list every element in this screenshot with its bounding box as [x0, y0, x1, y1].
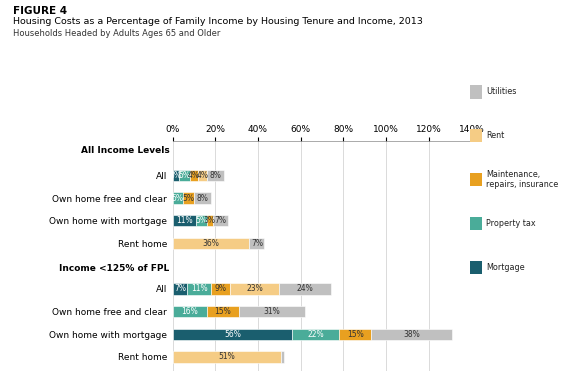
Bar [279, 283, 331, 295]
Text: 3%: 3% [170, 171, 182, 180]
Text: 11%: 11% [191, 284, 208, 293]
Text: 31%: 31% [263, 307, 280, 316]
Text: All Income Levels: All Income Levels [81, 146, 170, 155]
Bar [172, 193, 183, 204]
Text: Mortgage: Mortgage [486, 263, 524, 272]
Bar [206, 215, 213, 227]
Bar [172, 306, 206, 317]
Text: Households Headed by Adults Ages 65 and Older: Households Headed by Adults Ages 65 and … [13, 29, 220, 38]
Bar [179, 170, 190, 181]
Text: 7%: 7% [214, 216, 227, 225]
Bar [172, 215, 196, 227]
Text: Utilities: Utilities [486, 87, 516, 96]
Text: 23%: 23% [246, 284, 263, 293]
Text: 36%: 36% [202, 239, 220, 248]
Text: 7%: 7% [251, 239, 263, 248]
Bar [172, 283, 187, 295]
Text: FIGURE 4: FIGURE 4 [13, 6, 67, 16]
Bar [190, 170, 198, 181]
Text: 5%: 5% [178, 171, 190, 180]
Bar [172, 351, 281, 363]
Text: 4%: 4% [197, 171, 208, 180]
Bar [281, 351, 283, 363]
Text: 3%: 3% [204, 216, 216, 225]
Text: 9%: 9% [214, 284, 227, 293]
Text: 16%: 16% [181, 307, 198, 316]
Bar [206, 170, 224, 181]
Text: 7%: 7% [174, 284, 186, 293]
Text: 56%: 56% [224, 330, 241, 339]
Bar [198, 170, 206, 181]
Bar [211, 283, 230, 295]
Bar [172, 329, 292, 340]
Bar [371, 329, 453, 340]
Bar [339, 329, 371, 340]
Bar [196, 215, 206, 227]
Text: 15%: 15% [214, 307, 231, 316]
Bar [250, 238, 264, 249]
Bar [230, 283, 279, 295]
Bar [213, 215, 228, 227]
Text: 8%: 8% [209, 171, 221, 180]
Bar [187, 283, 211, 295]
Text: 51%: 51% [218, 353, 235, 361]
Bar [172, 170, 179, 181]
Bar [292, 329, 339, 340]
Text: Income <125% of FPL: Income <125% of FPL [59, 264, 170, 273]
Text: 22%: 22% [307, 330, 324, 339]
Text: 5%: 5% [196, 216, 208, 225]
Text: 11%: 11% [176, 216, 193, 225]
Bar [194, 193, 211, 204]
Bar [172, 238, 250, 249]
Text: Rent: Rent [486, 131, 504, 140]
Bar [183, 193, 194, 204]
Text: Property tax: Property tax [486, 219, 535, 228]
Bar [239, 306, 305, 317]
Text: 38%: 38% [403, 330, 420, 339]
Text: 4%: 4% [188, 171, 200, 180]
Text: 24%: 24% [297, 284, 313, 293]
Bar [206, 306, 239, 317]
Text: Maintenance,
repairs, insurance: Maintenance, repairs, insurance [486, 170, 558, 189]
Text: 5%: 5% [182, 194, 194, 202]
Text: 15%: 15% [347, 330, 363, 339]
Text: 8%: 8% [197, 194, 208, 202]
Text: 5%: 5% [172, 194, 184, 202]
Text: Housing Costs as a Percentage of Family Income by Housing Tenure and Income, 201: Housing Costs as a Percentage of Family … [13, 17, 423, 26]
